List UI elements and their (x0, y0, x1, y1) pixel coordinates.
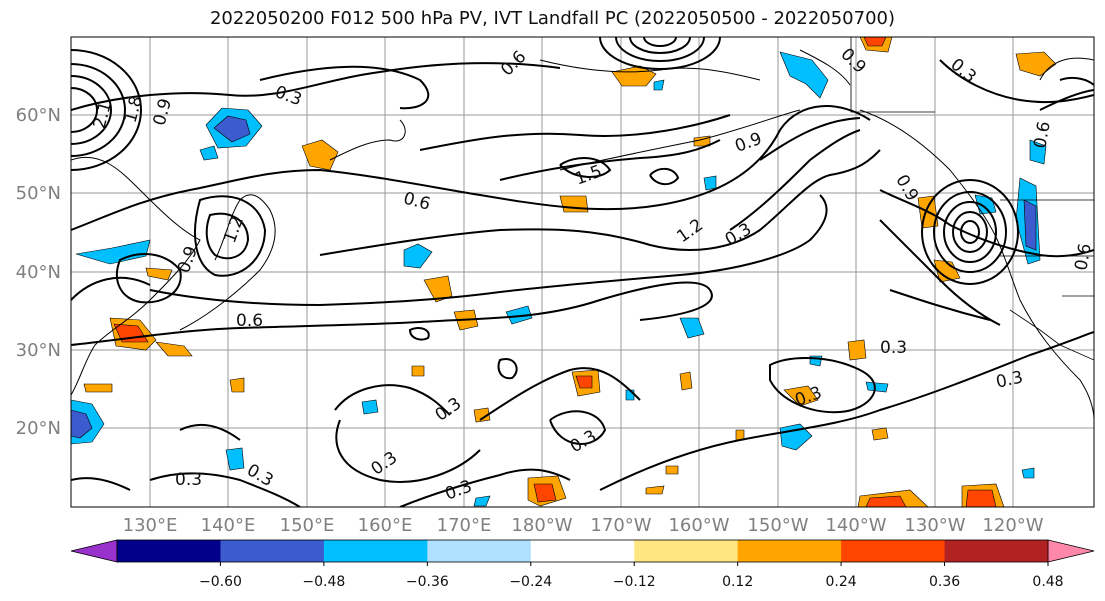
lat-label-30n: 30°N (16, 340, 61, 361)
colorbar-tick-label: 0.12 (722, 574, 753, 590)
lon-label-140e: 140°E (201, 515, 256, 536)
lon-label-170w: 170°W (590, 515, 651, 536)
lat-label-20n: 20°N (16, 418, 61, 439)
colorbar-segment (427, 540, 532, 562)
lat-label-60n: 60°N (16, 105, 61, 126)
colorbar-tick-label: −0.24 (509, 574, 552, 590)
colorbar-segment (944, 540, 1049, 562)
lat-label-50n: 50°N (16, 183, 61, 204)
lat-label-40n: 40°N (16, 262, 61, 283)
colorbar-segment (530, 540, 635, 562)
lon-label-150w: 150°W (747, 515, 808, 536)
contour-label-0.3-j: 0.3 (175, 470, 202, 490)
lon-label-160e: 160°E (358, 515, 413, 536)
contour-label-0.6-b: 0.6 (236, 311, 263, 331)
lon-label-120w: 120°W (982, 515, 1043, 536)
colorbar-tick-label: 0.24 (826, 574, 857, 590)
colorbar-tick-label: 0.36 (929, 574, 960, 590)
lon-label-150e: 150°E (280, 515, 335, 536)
longitude-labels: 130°E 140°E 150°E 160°E 170°E 180°W 170°… (123, 515, 1044, 536)
colorbar-tick-label: −0.60 (199, 574, 242, 590)
colorbar-segment (737, 540, 842, 562)
ivt-pc-shading (71, 37, 1057, 507)
map-frame (70, 36, 1095, 508)
pv-contours (71, 37, 1094, 507)
lon-label-160w: 160°W (668, 515, 729, 536)
latitude-labels: 60°N 50°N 40°N 30°N 20°N (16, 105, 61, 439)
colorbar-tick-label: 0.48 (1032, 574, 1063, 590)
colorbar-segment (634, 540, 739, 562)
colorbar-tick-label: −0.36 (406, 574, 449, 590)
colorbar-segment (117, 540, 221, 562)
colorbar-arrow-right (1047, 539, 1095, 563)
colorbar: −0.60 −0.48 −0.36 −0.24 −0.12 0.12 0.24 0.36 0.4… (70, 539, 1095, 590)
colorbar-segment (841, 540, 946, 562)
lon-label-180w: 180°W (511, 515, 572, 536)
colorbar-arrow-left (70, 539, 118, 563)
contour-label-0.6-e: 0.6 (1071, 242, 1095, 272)
colorbar-outline (116, 539, 1049, 563)
lon-label-140w: 140°W (825, 515, 886, 536)
contour-label-0.3-c: 0.3 (880, 338, 907, 358)
colorbar-tick-label: −0.12 (613, 574, 656, 590)
lon-label-130e: 130°E (123, 515, 178, 536)
colorbar-segment (323, 540, 428, 562)
lon-label-130w: 130°W (904, 515, 965, 536)
map-title: 2022050200 F012 500 hPa PV, IVT Landfall… (209, 8, 896, 29)
colorbar-tick-label: −0.48 (302, 574, 345, 590)
lon-label-170e: 170°E (437, 515, 492, 536)
contour-label-0.6-d: 0.6 (1030, 120, 1054, 150)
colorbar-segment (220, 540, 325, 562)
